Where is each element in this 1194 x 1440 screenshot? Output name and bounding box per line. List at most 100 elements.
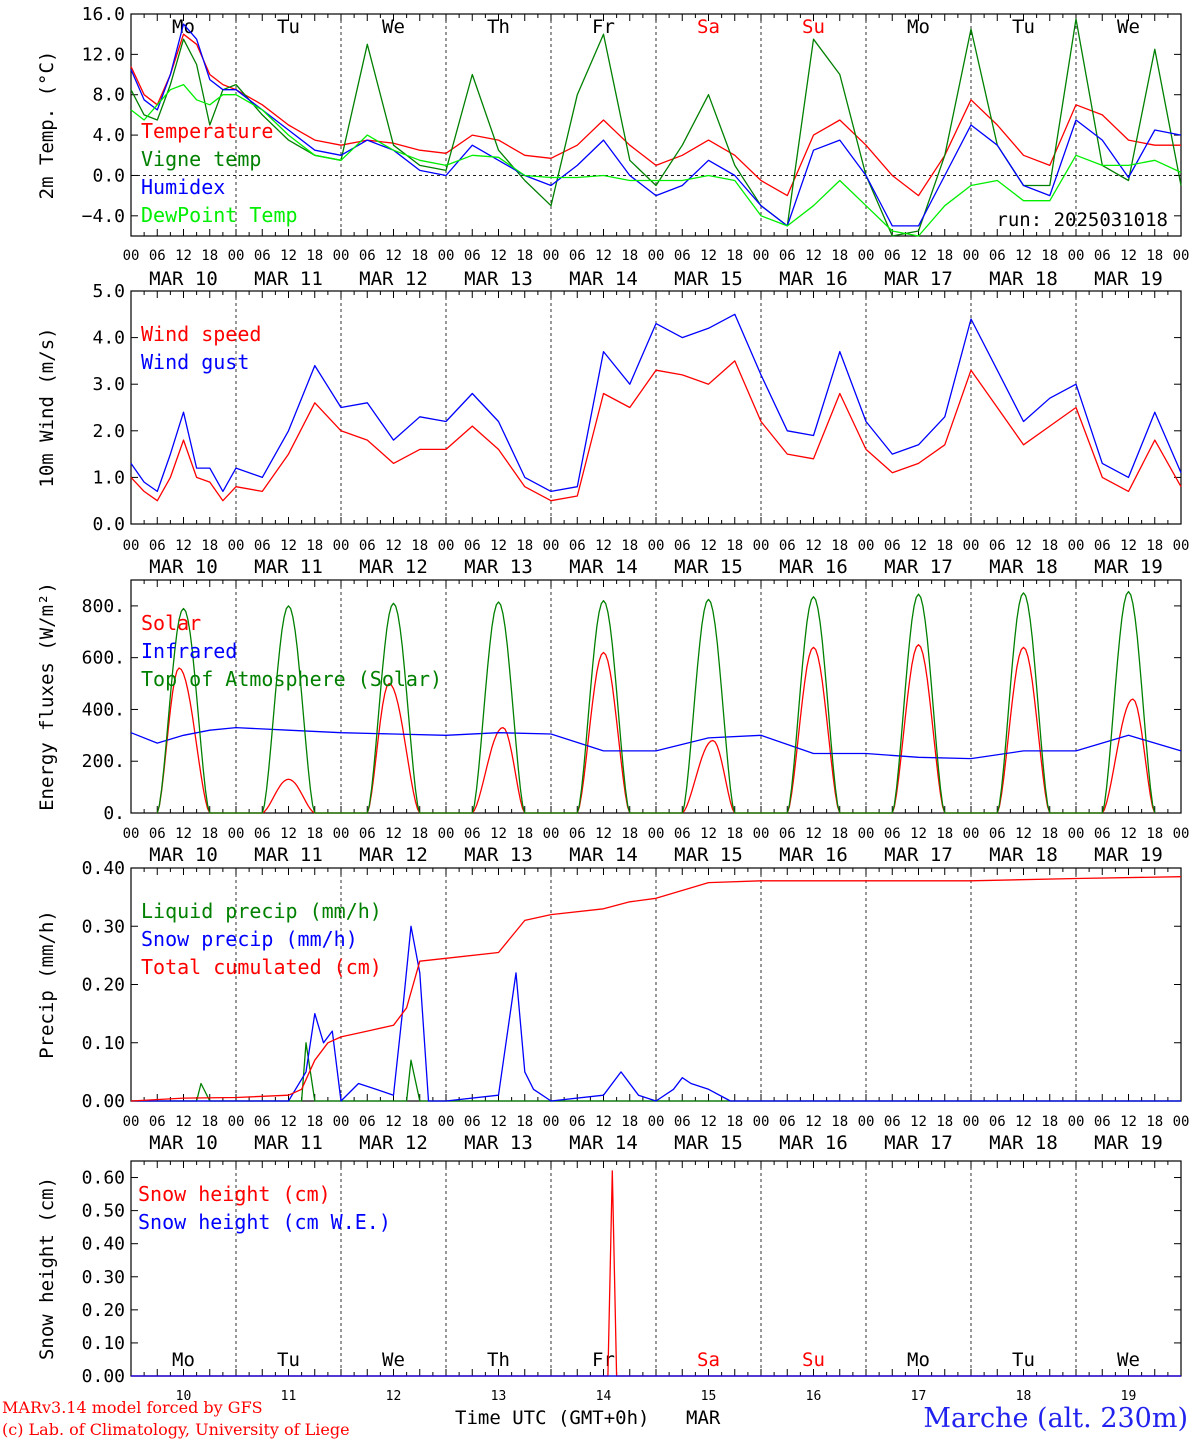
- date-label: MAR 17: [884, 268, 953, 290]
- date-label: MAR 19: [1094, 1132, 1163, 1154]
- weekday-label: Tu: [1012, 1349, 1035, 1371]
- hour-tick-label: 06: [779, 1114, 796, 1130]
- date-label: MAR 14: [569, 1132, 638, 1154]
- hour-tick-label: 06: [674, 248, 691, 264]
- hour-tick-label: 18: [201, 538, 218, 554]
- x-axis-month: MAR: [686, 1407, 721, 1429]
- y-tick-label: 0.00: [82, 1366, 125, 1387]
- date-label: MAR 13: [464, 844, 533, 866]
- weekday-label: Tu: [277, 16, 300, 38]
- y-tick-label: 800.: [82, 596, 125, 617]
- hour-tick-label: 12: [910, 538, 927, 554]
- y-tick-label: 4.0: [92, 125, 125, 146]
- hour-tick-label: 00: [333, 1114, 350, 1130]
- hour-tick-label: 18: [1146, 248, 1163, 264]
- hour-tick-label: 00: [228, 1114, 245, 1130]
- weekday-label: Su: [802, 16, 825, 38]
- y-axis-title: Snow height (cm): [36, 1177, 58, 1360]
- hour-tick-label: 00: [753, 248, 770, 264]
- date-label: MAR 10: [149, 268, 218, 290]
- hour-tick-label: 06: [779, 248, 796, 264]
- x-axis-title: Time UTC (GMT+0h): [455, 1407, 649, 1429]
- hour-tick-label: 12: [595, 1114, 612, 1130]
- y-tick-label: 0.30: [82, 1267, 125, 1288]
- date-label: MAR 18: [989, 1132, 1058, 1154]
- hour-tick-label: 12: [175, 248, 192, 264]
- series-dewpoint-temp-line: [130, 83, 1182, 237]
- date-label: MAR 12: [359, 844, 428, 866]
- hour-tick-label: 18: [201, 1114, 218, 1130]
- hour-tick-label: 06: [569, 1114, 586, 1130]
- hour-tick-label: 00: [648, 538, 665, 554]
- weekday-label: Fr: [592, 16, 615, 38]
- hour-tick-label: 06: [464, 248, 481, 264]
- hour-tick-label: 00: [858, 248, 875, 264]
- hour-tick-label: 12: [385, 1114, 402, 1130]
- hour-tick-label: 00: [228, 826, 245, 842]
- series-wind-gust-line: [130, 313, 1182, 493]
- hour-tick-label: 06: [989, 538, 1006, 554]
- hour-tick-label: 06: [569, 538, 586, 554]
- hour-tick-label: 18: [621, 826, 638, 842]
- y-tick-label: 200.: [82, 751, 125, 772]
- hour-tick-label: 18: [516, 538, 533, 554]
- date-label: MAR 14: [569, 844, 638, 866]
- hour-tick-label: 00: [438, 538, 455, 554]
- y-tick-label: 0.50: [82, 1201, 125, 1222]
- hour-tick-label: 18: [306, 826, 323, 842]
- date-label: MAR 13: [464, 268, 533, 290]
- hour-tick-label: 00: [1173, 826, 1190, 842]
- weekday-label: Sa: [697, 16, 720, 38]
- date-label: MAR 15: [674, 268, 743, 290]
- hour-tick-label: 06: [149, 826, 166, 842]
- legend-humidex: Humidex: [141, 175, 225, 199]
- hour-tick-label: 00: [1068, 826, 1085, 842]
- date-label: MAR 14: [569, 556, 638, 578]
- weekday-label: Su: [802, 1349, 825, 1371]
- day-number-label: 12: [386, 1389, 402, 1404]
- hour-tick-label: 06: [149, 538, 166, 554]
- date-label: MAR 16: [779, 844, 848, 866]
- weekday-label: We: [382, 16, 405, 38]
- panel-4: 0.40 0.30 0.20 0.10 0.00 Precip (mm/h) 00 06 12 1…: [36, 858, 1189, 1154]
- date-label: MAR 19: [1094, 268, 1163, 290]
- footer-model-credit: MARv3.14 model forced by GFS: [2, 1398, 263, 1417]
- hour-tick-label: 18: [411, 248, 428, 264]
- day-number-label: 11: [281, 1389, 297, 1404]
- hour-tick-label: 18: [411, 826, 428, 842]
- legend-wind-speed: Wind speed: [141, 322, 261, 346]
- hour-tick-label: 00: [963, 1114, 980, 1130]
- date-label: MAR 14: [569, 268, 638, 290]
- date-label: MAR 10: [149, 1132, 218, 1154]
- hour-tick-label: 18: [411, 538, 428, 554]
- hour-tick-label: 12: [1120, 1114, 1137, 1130]
- hour-tick-label: 00: [438, 826, 455, 842]
- hour-tick-label: 18: [726, 248, 743, 264]
- series-wind-speed-line: [130, 360, 1182, 502]
- hour-tick-label: 00: [753, 1114, 770, 1130]
- hour-tick-label: 12: [700, 1114, 717, 1130]
- hour-tick-label: 00: [123, 1114, 140, 1130]
- day-number-label: 17: [911, 1389, 927, 1404]
- y-axis-title: 10m Wind (m/s): [36, 327, 58, 487]
- hour-tick-label: 18: [516, 1114, 533, 1130]
- hour-tick-label: 06: [674, 826, 691, 842]
- hour-tick-label: 18: [1146, 1114, 1163, 1130]
- hour-tick-label: 18: [1146, 826, 1163, 842]
- hour-tick-label: 18: [726, 1114, 743, 1130]
- legend-top-of-atmosphere-solar: Top of Atmosphere (Solar): [141, 667, 442, 691]
- y-axis-title: Precip (mm/h): [36, 910, 58, 1059]
- hour-tick-label: 12: [595, 826, 612, 842]
- series-vigne-temp-line: [130, 18, 1182, 237]
- hour-tick-label: 06: [884, 826, 901, 842]
- y-tick-label: 0.00: [82, 1091, 125, 1112]
- hour-tick-label: 18: [516, 248, 533, 264]
- chart-panels: 16.0 12.0 8.0 4.0 0.0 −4.0 2m Temp. (°C) 00 06 12…: [36, 4, 1189, 1404]
- hour-tick-label: 00: [858, 538, 875, 554]
- weekday-label: Th: [487, 16, 510, 38]
- legend-temperature: Temperature: [141, 119, 273, 143]
- hour-tick-label: 12: [1120, 248, 1137, 264]
- panel-3: 800. 600. 400. 200. 0. Energy fluxes (W/m²) 00…: [36, 579, 1190, 866]
- y-tick-label: 0.20: [82, 975, 125, 996]
